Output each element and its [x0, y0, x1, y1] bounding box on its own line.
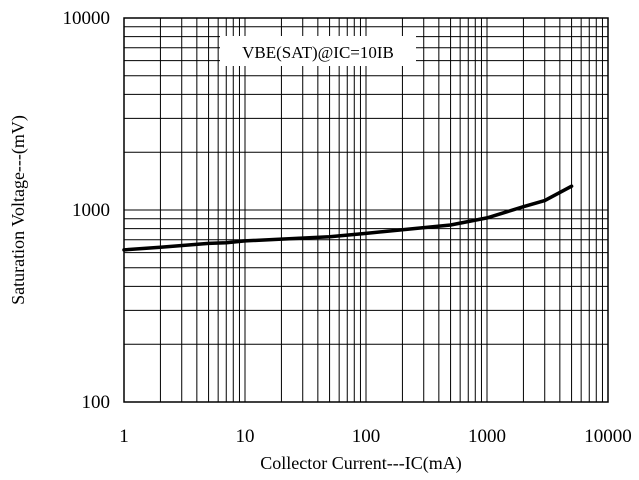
x-tick-label: 10: [236, 426, 255, 447]
annotation: VBE(SAT)@IC=10IB: [220, 36, 416, 66]
y-tick-labels: 100 1000 10000: [63, 8, 111, 413]
y-tick-label: 10000: [63, 8, 111, 29]
x-tick-labels: 1 10 100 1000 10000: [119, 426, 632, 447]
y-tick-label: 1000: [72, 200, 110, 221]
x-tick-label: 1: [119, 426, 129, 447]
annotation-box: [220, 36, 416, 66]
y-tick-label: 100: [82, 392, 111, 413]
x-axis-label: Collector Current---IC(mA): [260, 453, 461, 474]
plot-frame: [123, 17, 609, 403]
y-axis-label: Saturation Voltage---(mV): [8, 115, 29, 305]
annotation-text: VBE(SAT)@IC=10IB: [242, 43, 394, 62]
x-tick-label: 1000: [468, 426, 506, 447]
x-tick-label: 10000: [584, 426, 632, 447]
x-tick-label: 100: [352, 426, 381, 447]
series-line: [122, 184, 574, 252]
